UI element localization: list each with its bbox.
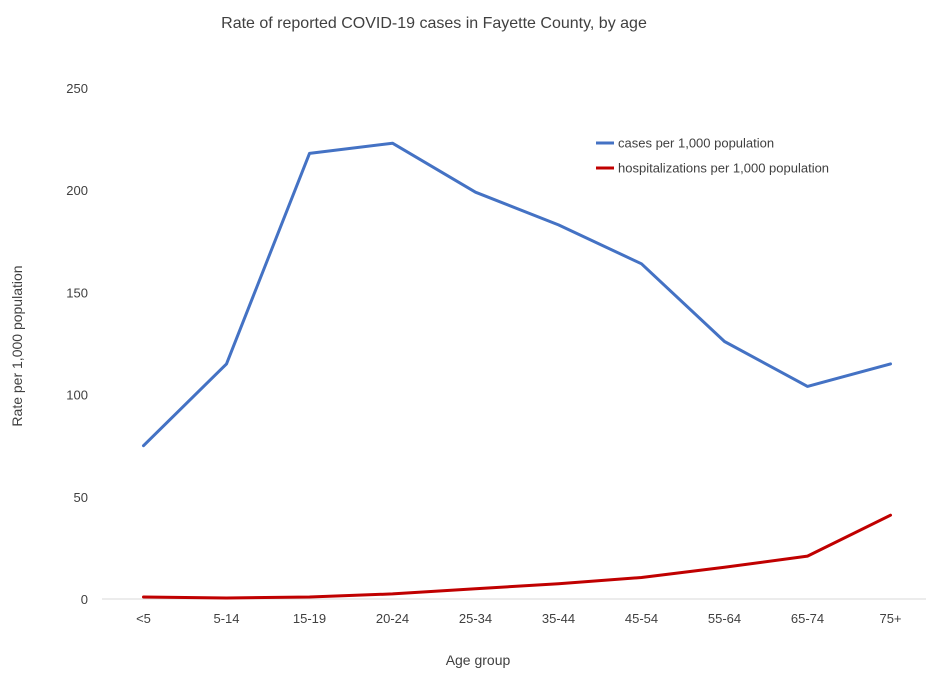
series-lines — [142, 141, 892, 600]
legend-label: hospitalizations per 1,000 population — [618, 161, 829, 176]
y-tick-label: 0 — [81, 592, 88, 607]
x-tick-label: 65-74 — [791, 611, 824, 626]
y-tick-label: 50 — [74, 490, 88, 505]
legend: cases per 1,000 population hospitalizatio… — [596, 136, 829, 176]
x-tick-label: <5 — [136, 611, 151, 626]
x-tick-label: 45-54 — [625, 611, 658, 626]
y-tick-label: 150 — [66, 285, 88, 300]
x-tick-label: 75+ — [879, 611, 901, 626]
y-tick-label: 100 — [66, 388, 88, 403]
x-tick-label: 35-44 — [542, 611, 575, 626]
legend-label: cases per 1,000 population — [618, 136, 774, 151]
y-tick-label: 200 — [66, 183, 88, 198]
x-axis-label: Age group — [446, 652, 511, 668]
x-tick-label: 5-14 — [213, 611, 239, 626]
y-tick-label: 250 — [66, 81, 88, 96]
series-line-hospitalizations — [142, 513, 892, 600]
chart-title: Rate of reported COVID-19 cases in Fayet… — [221, 15, 647, 32]
y-axis-label: Rate per 1,000 population — [9, 265, 25, 426]
x-tick-label: 25-34 — [459, 611, 492, 626]
series-line-cases — [142, 141, 892, 448]
x-axis-ticks: <5 5-14 15-19 20-24 25-34 35-44 45-54 55-64 65-7… — [136, 611, 901, 626]
x-tick-label: 20-24 — [376, 611, 409, 626]
y-axis-ticks: 0 50 100 150 200 250 — [66, 81, 88, 607]
x-tick-label: 55-64 — [708, 611, 741, 626]
x-tick-label: 15-19 — [293, 611, 326, 626]
